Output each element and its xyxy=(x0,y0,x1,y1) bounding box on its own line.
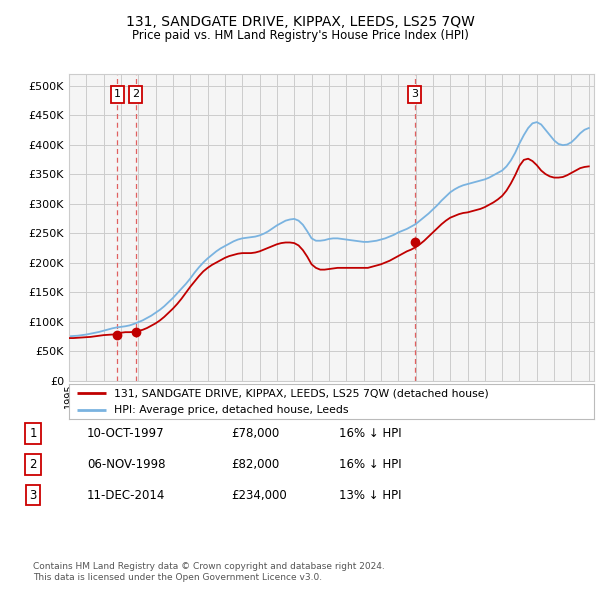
Text: 16% ↓ HPI: 16% ↓ HPI xyxy=(339,458,401,471)
Text: £82,000: £82,000 xyxy=(231,458,279,471)
Text: £78,000: £78,000 xyxy=(231,427,279,440)
Text: 131, SANDGATE DRIVE, KIPPAX, LEEDS, LS25 7QW: 131, SANDGATE DRIVE, KIPPAX, LEEDS, LS25… xyxy=(125,15,475,30)
Text: Price paid vs. HM Land Registry's House Price Index (HPI): Price paid vs. HM Land Registry's House … xyxy=(131,29,469,42)
Text: 10-OCT-1997: 10-OCT-1997 xyxy=(87,427,164,440)
Text: 2: 2 xyxy=(29,458,37,471)
Text: HPI: Average price, detached house, Leeds: HPI: Average price, detached house, Leed… xyxy=(113,405,348,415)
Text: 16% ↓ HPI: 16% ↓ HPI xyxy=(339,427,401,440)
Text: Contains HM Land Registry data © Crown copyright and database right 2024.: Contains HM Land Registry data © Crown c… xyxy=(33,562,385,571)
Text: This data is licensed under the Open Government Licence v3.0.: This data is licensed under the Open Gov… xyxy=(33,572,322,582)
Text: £234,000: £234,000 xyxy=(231,489,287,502)
Text: 1: 1 xyxy=(113,90,121,99)
Text: 3: 3 xyxy=(411,90,418,99)
Text: 11-DEC-2014: 11-DEC-2014 xyxy=(87,489,166,502)
Text: 2: 2 xyxy=(132,90,139,99)
Text: 06-NOV-1998: 06-NOV-1998 xyxy=(87,458,166,471)
Text: 1: 1 xyxy=(29,427,37,440)
Text: 131, SANDGATE DRIVE, KIPPAX, LEEDS, LS25 7QW (detached house): 131, SANDGATE DRIVE, KIPPAX, LEEDS, LS25… xyxy=(113,388,488,398)
Text: 3: 3 xyxy=(29,489,37,502)
Text: 13% ↓ HPI: 13% ↓ HPI xyxy=(339,489,401,502)
